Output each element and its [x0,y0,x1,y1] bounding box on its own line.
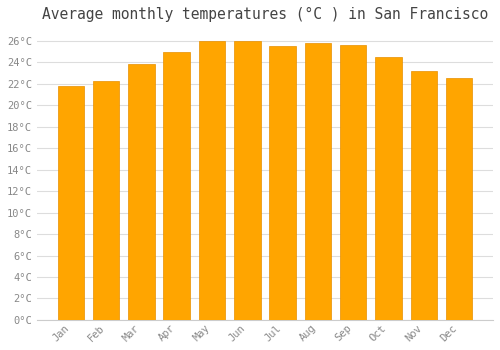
Title: Average monthly temperatures (°C ) in San Francisco: Average monthly temperatures (°C ) in Sa… [42,7,488,22]
Bar [340,45,366,320]
Bar [375,57,402,320]
Bar [198,41,225,320]
Bar [58,86,84,320]
Bar [270,46,296,320]
Bar [234,41,260,320]
Bar [164,51,190,320]
Bar [93,80,120,320]
Bar [446,78,472,320]
Bar [128,64,154,320]
Bar [304,43,331,320]
Bar [410,71,437,320]
